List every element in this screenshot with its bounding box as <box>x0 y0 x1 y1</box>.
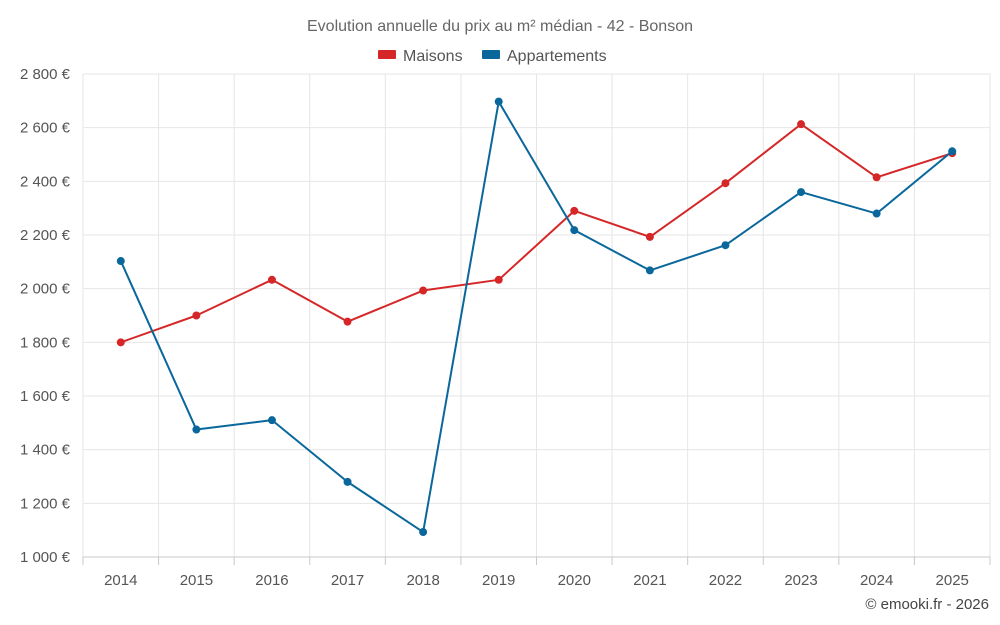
data-point-maisons[interactable] <box>872 173 881 182</box>
y-tick-label: 2 600 € <box>20 120 71 137</box>
data-point-maisons[interactable] <box>419 286 428 295</box>
credit-text: © emooki.fr - 2026 <box>865 596 989 613</box>
y-tick-label: 1 800 € <box>20 334 71 351</box>
legend-label-maisons: Maisons <box>403 48 463 65</box>
x-tick-label: 2018 <box>406 572 439 589</box>
grid <box>82 73 991 557</box>
data-point-appartements[interactable] <box>267 416 276 425</box>
y-tick-label: 2 400 € <box>20 173 71 190</box>
data-point-appartements[interactable] <box>645 266 654 275</box>
series-line-maisons <box>120 123 953 344</box>
x-tick-label: 2015 <box>180 572 213 589</box>
data-point-maisons[interactable] <box>494 275 503 284</box>
legend-item-appartements[interactable]: Appartements <box>482 48 607 65</box>
data-point-appartements[interactable] <box>797 188 806 197</box>
series-maisons <box>116 120 957 347</box>
data-point-appartements[interactable] <box>721 241 730 250</box>
legend-item-maisons[interactable]: Maisons <box>378 48 463 65</box>
series-line-appartements <box>119 100 953 534</box>
y-tick-label: 2 800 € <box>20 66 71 83</box>
data-point-appartements[interactable] <box>419 528 428 537</box>
x-tick-label: 2017 <box>331 572 364 589</box>
data-point-appartements[interactable] <box>570 226 579 235</box>
data-point-maisons[interactable] <box>116 338 125 347</box>
y-tick-label: 2 000 € <box>20 281 71 298</box>
y-tick-label: 1 400 € <box>20 442 71 459</box>
data-point-maisons[interactable] <box>645 232 654 241</box>
data-point-maisons[interactable] <box>570 206 579 215</box>
x-tick-label: 2024 <box>860 572 893 589</box>
legend: Maisons Appartements <box>378 48 607 65</box>
series-appartements <box>116 97 957 537</box>
data-point-appartements[interactable] <box>192 425 201 434</box>
x-tick-label: 2019 <box>482 572 515 589</box>
x-tick-label: 2025 <box>936 572 969 589</box>
axes: 1 000 € 1 200 € 1 400 € 1 600 € 1 800 € 2 000… <box>20 66 991 589</box>
x-tick-label: 2020 <box>558 572 591 589</box>
legend-swatch-appartements <box>482 50 500 59</box>
data-point-maisons[interactable] <box>192 311 201 320</box>
x-tick-label: 2021 <box>633 572 666 589</box>
y-tick-label: 2 200 € <box>20 227 71 244</box>
y-tick-label: 1 600 € <box>20 388 71 405</box>
data-point-appartements[interactable] <box>948 147 957 156</box>
data-point-appartements[interactable] <box>872 209 881 218</box>
y-tick-label: 1 200 € <box>20 495 71 512</box>
x-tick-label: 2023 <box>784 572 817 589</box>
data-point-appartements[interactable] <box>116 257 125 266</box>
legend-swatch-maisons <box>378 50 396 59</box>
y-tick-label: 1 000 € <box>20 549 71 566</box>
data-point-maisons[interactable] <box>343 317 352 326</box>
data-point-maisons[interactable] <box>267 275 276 284</box>
legend-label-appartements: Appartements <box>507 48 607 65</box>
data-point-appartements[interactable] <box>494 97 503 106</box>
x-tick-label: 2022 <box>709 572 742 589</box>
data-point-maisons[interactable] <box>797 120 806 129</box>
x-tick-label: 2016 <box>255 572 288 589</box>
series <box>116 97 957 537</box>
x-tick-label: 2014 <box>104 572 137 589</box>
chart-title: Evolution annuelle du prix au m² médian … <box>307 18 693 35</box>
data-point-appartements[interactable] <box>343 477 352 486</box>
data-point-maisons[interactable] <box>721 179 730 188</box>
